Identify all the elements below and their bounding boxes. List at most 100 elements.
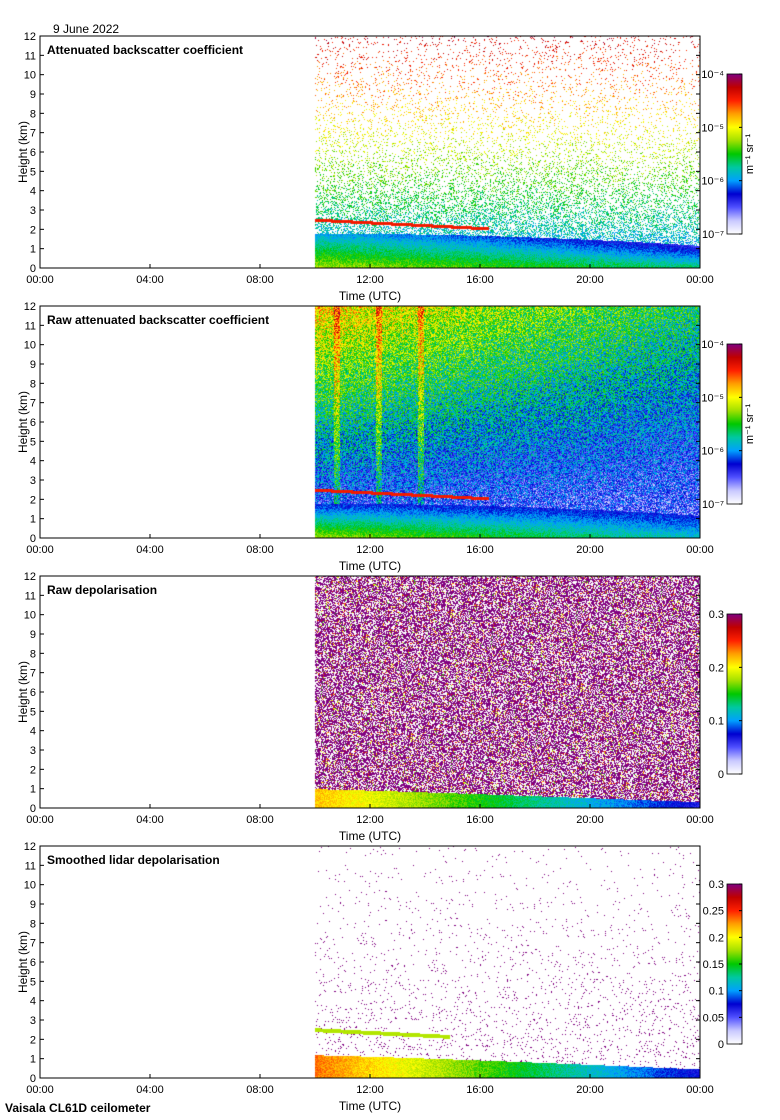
y-tick-label: 2 — [30, 1034, 36, 1046]
x-tick-label: 00:00 — [26, 544, 54, 556]
y-tick-label: 4 — [30, 186, 36, 198]
y-tick-label: 4 — [30, 996, 36, 1008]
x-tick-label: 04:00 — [136, 814, 164, 826]
y-tick-label: 10 — [24, 70, 36, 82]
y-tick-label: 4 — [30, 726, 36, 738]
chart-svg: Attenuated backscatter coefficient012345… — [16, 31, 756, 303]
y-tick-label: 6 — [30, 147, 36, 159]
colorbar-tick-label: 10⁻⁷ — [702, 229, 724, 241]
y-tick-label: 12 — [24, 301, 36, 313]
y-tick-label: 0 — [30, 533, 36, 545]
x-tick-label: 04:00 — [136, 274, 164, 286]
colorbar-tick-label: 0 — [718, 1039, 724, 1051]
x-tick-label: 20:00 — [576, 814, 604, 826]
y-tick-label: 6 — [30, 417, 36, 429]
x-tick-label: 08:00 — [246, 814, 274, 826]
heatmap-raster — [40, 306, 700, 538]
panel-title: Smoothed lidar depolarisation — [47, 853, 220, 867]
y-tick-label: 10 — [24, 340, 36, 352]
colorbar-tick-label: 10⁻⁴ — [701, 69, 724, 81]
x-tick-label: 00:00 — [26, 814, 54, 826]
y-tick-label: 11 — [25, 590, 36, 602]
y-axis-label: Height (km) — [16, 661, 30, 723]
y-tick-label: 4 — [30, 456, 36, 468]
colorbar-tick-label: 10⁻⁷ — [702, 499, 724, 511]
colorbar-tick-label: 0.25 — [703, 906, 724, 918]
y-tick-label: 5 — [30, 436, 36, 448]
colorbar-unit-label: m⁻¹ sr⁻¹ — [744, 134, 756, 175]
x-tick-label: 20:00 — [576, 274, 604, 286]
panel-2: Raw attenuated backscatter coefficient 0 1… — [0, 301, 780, 576]
x-tick-label: 00:00 — [686, 274, 714, 286]
y-tick-label: 6 — [30, 687, 36, 699]
y-tick-label: 7 — [30, 938, 36, 950]
y-tick-label: 5 — [30, 166, 36, 178]
x-tick-label: 00:00 — [26, 274, 54, 286]
x-tick-label: 00:00 — [686, 814, 714, 826]
y-tick-label: 8 — [30, 648, 36, 660]
x-tick-label: 00:00 — [686, 544, 714, 556]
y-tick-label: 2 — [30, 494, 36, 506]
y-tick-label: 7 — [30, 668, 36, 680]
x-axis-label: Time (UTC) — [339, 829, 401, 843]
y-tick-label: 3 — [30, 205, 36, 217]
y-tick-label: 9 — [30, 89, 36, 101]
heatmap-raster — [40, 576, 700, 808]
y-tick-label: 9 — [30, 899, 36, 911]
heatmap-raster — [40, 36, 700, 268]
x-tick-label: 04:00 — [136, 1084, 164, 1096]
colorbar — [726, 73, 743, 235]
colorbar-tick-label: 10⁻⁶ — [701, 446, 724, 458]
colorbar-tick-label: 10⁻⁶ — [701, 176, 724, 188]
y-tick-label: 3 — [30, 745, 36, 757]
x-axis-label: Time (UTC) — [339, 1099, 401, 1113]
x-tick-label: 08:00 — [246, 274, 274, 286]
panel-4: Smoothed lidar depolarisation 0 1 2 3 4 5 6 7 8 9 1… — [0, 841, 780, 1116]
y-tick-label: 1 — [30, 784, 36, 796]
colorbar-tick-label: 0.3 — [709, 609, 724, 621]
x-tick-label: 12:00 — [356, 274, 384, 286]
x-tick-label: 20:00 — [576, 544, 604, 556]
y-axis-label: Height (km) — [16, 121, 30, 183]
colorbar-tick-label: 0.15 — [703, 959, 724, 971]
panel-title: Raw depolarisation — [47, 583, 157, 597]
y-tick-label: 10 — [24, 880, 36, 892]
y-tick-label: 1 — [30, 244, 36, 256]
chart-svg: Raw attenuated backscatter coefficient 0 1… — [16, 301, 756, 573]
panel-title: Attenuated backscatter coefficient — [47, 43, 243, 57]
colorbar — [726, 613, 743, 775]
x-tick-label: 12:00 — [356, 814, 384, 826]
y-tick-label: 2 — [30, 764, 36, 776]
y-tick-label: 1 — [30, 1054, 36, 1066]
y-tick-label: 11 — [25, 50, 36, 62]
colorbar-tick-label: 0.3 — [709, 879, 724, 891]
y-tick-label: 1 — [30, 514, 36, 526]
colorbar-tick-label: 0.2 — [709, 932, 724, 944]
colorbar-tick-label: 0.05 — [703, 1012, 724, 1024]
x-tick-label: 00:00 — [26, 1084, 54, 1096]
y-axis-label: Height (km) — [16, 391, 30, 453]
x-tick-label: 20:00 — [576, 1084, 604, 1096]
colorbar-tick-label: 0.1 — [709, 986, 724, 998]
panel-title: Raw attenuated backscatter coefficient — [47, 313, 269, 327]
x-tick-label: 08:00 — [246, 544, 274, 556]
y-tick-label: 3 — [30, 475, 36, 487]
y-tick-label: 5 — [30, 976, 36, 988]
y-tick-label: 2 — [30, 224, 36, 236]
colorbar-tick-label: 10⁻⁵ — [701, 122, 724, 134]
y-tick-label: 7 — [30, 398, 36, 410]
panel-1: Attenuated backscatter coefficient 0 1 2 3 4 5… — [0, 31, 780, 306]
x-tick-label: 16:00 — [466, 814, 494, 826]
colorbar-tick-label: 0.2 — [709, 662, 724, 674]
y-tick-label: 9 — [30, 359, 36, 371]
y-tick-label: 12 — [24, 841, 36, 853]
y-tick-label: 0 — [30, 1073, 36, 1085]
y-tick-label: 10 — [24, 610, 36, 622]
chart-svg: Smoothed lidar depolarisation01234567891… — [16, 841, 743, 1113]
colorbar-tick-label: 10⁻⁵ — [701, 392, 724, 404]
y-axis-label: Height (km) — [16, 931, 30, 993]
y-tick-label: 8 — [30, 108, 36, 120]
heatmap-raster — [40, 846, 700, 1078]
x-tick-label: 16:00 — [466, 544, 494, 556]
